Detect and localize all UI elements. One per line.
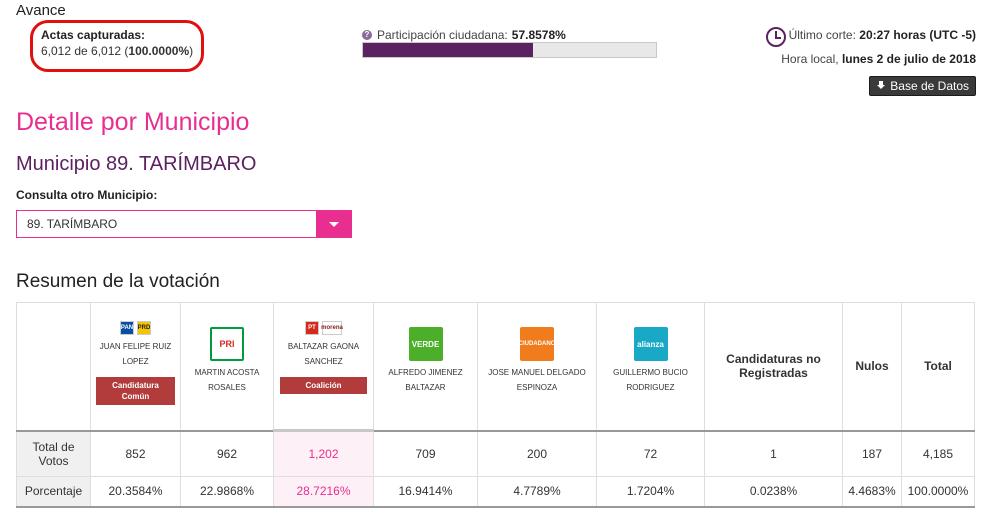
page-title: Detalle por Municipio <box>16 108 250 136</box>
vote-cell-winner: 1,202 <box>273 429 374 477</box>
vote-cell: 4,185 <box>901 429 975 477</box>
participacion-row: ? Participación ciudadana: 57.8578% <box>362 28 566 42</box>
candidate-column: CIUDADANO JOSE MANUEL DELGADO ESPINOZA <box>477 302 597 431</box>
candidate-name: RODRIGUEZ <box>626 383 675 392</box>
municipio-title: Municipio 89. TARÍMBARO <box>16 153 257 175</box>
hora-local: Hora local, lunes 2 de julio de 2018 <box>781 52 976 66</box>
select-dropdown-button[interactable] <box>316 211 351 237</box>
prd-logo-icon: PRD <box>137 321 151 335</box>
vote-summary-table: PAN PRD JUAN FELIPE RUIZ LOPEZ Candidatu… <box>16 302 975 508</box>
candidate-name: BALTAZAR GAONA <box>287 342 360 351</box>
candidate-column-winner: PT morena BALTAZAR GAONA SANCHEZ Coalici… <box>273 302 374 432</box>
highlight-annotation <box>30 20 204 72</box>
participacion-label: Participación ciudadana: <box>377 28 508 42</box>
table-row-votos: Total de Votos 852 962 1,202 709 200 72 … <box>16 429 975 477</box>
corte-value: 20:27 horas (UTC -5) <box>859 28 976 42</box>
candidate-name: SANCHEZ <box>304 357 343 366</box>
download-icon <box>876 81 886 91</box>
nueva-alianza-logo-icon: alianza <box>633 327 668 361</box>
municipio-select[interactable]: 89. TARÍMBARO <box>16 210 352 238</box>
candidatura-comun-badge: Candidatura Común <box>96 377 175 405</box>
pt-logo-icon: PT <box>305 321 319 335</box>
clock-icon <box>766 27 786 47</box>
actas-percent: 100.0000% <box>128 44 190 58</box>
candidate-name: ESPINOZA <box>516 383 558 392</box>
corner-cell <box>16 302 91 431</box>
percent-cell: 0.0238% <box>704 476 843 508</box>
hora-label: Hora local, <box>781 52 839 66</box>
percent-cell: 20.3584% <box>90 476 181 508</box>
consulta-label: Consulta otro Municipio: <box>16 188 158 202</box>
no-registradas-label: Candidaturas no Registradas <box>726 352 821 381</box>
candidate-column: PRI MARTIN ACOSTA ROSALES <box>180 302 274 431</box>
actas-count: 6,012 de 6,012 ( <box>41 44 129 58</box>
resumen-title: Resumen de la votación <box>16 271 220 292</box>
ultimo-corte: Último corte: 20:27 horas (UTC -5) <box>789 28 976 42</box>
vote-cell: 200 <box>477 429 597 477</box>
participacion-value: 57.8578% <box>511 28 566 42</box>
row-label: Total de Votos <box>16 429 91 477</box>
nulos-header: Nulos <box>842 302 902 431</box>
base-de-datos-label: Base de Datos <box>890 79 969 93</box>
help-icon[interactable]: ? <box>362 30 372 40</box>
percent-cell: 22.9868% <box>180 476 274 508</box>
candidate-name: LOPEZ <box>122 357 149 366</box>
total-header: Total <box>901 302 975 431</box>
candidate-column: VERDE ALFREDO JIMENEZ BALTAZAR <box>373 302 478 431</box>
percent-cell: 100.0000% <box>901 476 975 508</box>
percent-cell: 4.7789% <box>477 476 597 508</box>
pan-logo-icon: PAN <box>120 321 134 335</box>
total-label: Total <box>924 359 952 374</box>
vote-cell: 962 <box>180 429 274 477</box>
hora-value: lunes 2 de julio de 2018 <box>841 52 976 66</box>
candidate-name: MARTIN ACOSTA <box>194 368 260 377</box>
vote-cell: 852 <box>90 429 181 477</box>
vote-cell: 709 <box>373 429 478 477</box>
candidate-name: ALFREDO JIMENEZ <box>388 368 463 377</box>
base-de-datos-button[interactable]: Base de Datos <box>869 76 976 96</box>
percent-cell: 1.7204% <box>596 476 705 508</box>
participacion-progress-bar <box>362 42 657 58</box>
coalicion-badge: Coalición <box>279 377 368 394</box>
candidate-name: ROSALES <box>208 383 246 392</box>
municipio-select-value: 89. TARÍMBARO <box>27 217 118 231</box>
vote-cell: 187 <box>842 429 902 477</box>
candidate-name: BALTAZAR <box>405 383 446 392</box>
percent-cell: 4.4683% <box>842 476 902 508</box>
actas-close: ) <box>189 44 194 58</box>
no-registradas-header: Candidaturas no Registradas <box>704 302 843 431</box>
corte-label: Último corte: <box>788 28 856 42</box>
candidate-name: JUAN FELIPE RUIZ <box>99 342 172 351</box>
nulos-label: Nulos <box>855 359 889 374</box>
participacion-progress-fill <box>363 43 533 57</box>
morena-logo-icon: morena <box>321 321 343 335</box>
vote-cell: 72 <box>596 429 705 477</box>
candidate-column: alianza GUILLERMO BUCIO RODRIGUEZ <box>596 302 705 431</box>
candidate-column: PAN PRD JUAN FELIPE RUIZ LOPEZ Candidatu… <box>90 302 181 431</box>
actas-value: 6,012 de 6,012 (100.0000%) <box>41 44 193 58</box>
row-label: Porcentaje <box>16 476 91 508</box>
vote-cell: 1 <box>704 429 843 477</box>
chevron-down-icon <box>328 221 339 227</box>
table-row-porcentaje: Porcentaje 20.3584% 22.9868% 28.7216% 16… <box>16 476 975 508</box>
percent-cell-winner: 28.7216% <box>273 476 374 508</box>
pri-logo-icon: PRI <box>210 327 244 361</box>
avance-title: Avance <box>16 2 66 19</box>
actas-label: Actas capturadas: <box>41 28 146 42</box>
candidate-name: GUILLERMO BUCIO <box>613 368 688 377</box>
verde-logo-icon: VERDE <box>408 327 443 361</box>
movimiento-ciudadano-logo-icon: CIUDADANO <box>519 327 555 361</box>
percent-cell: 16.9414% <box>373 476 478 508</box>
candidate-name: JOSE MANUEL DELGADO <box>488 368 586 377</box>
